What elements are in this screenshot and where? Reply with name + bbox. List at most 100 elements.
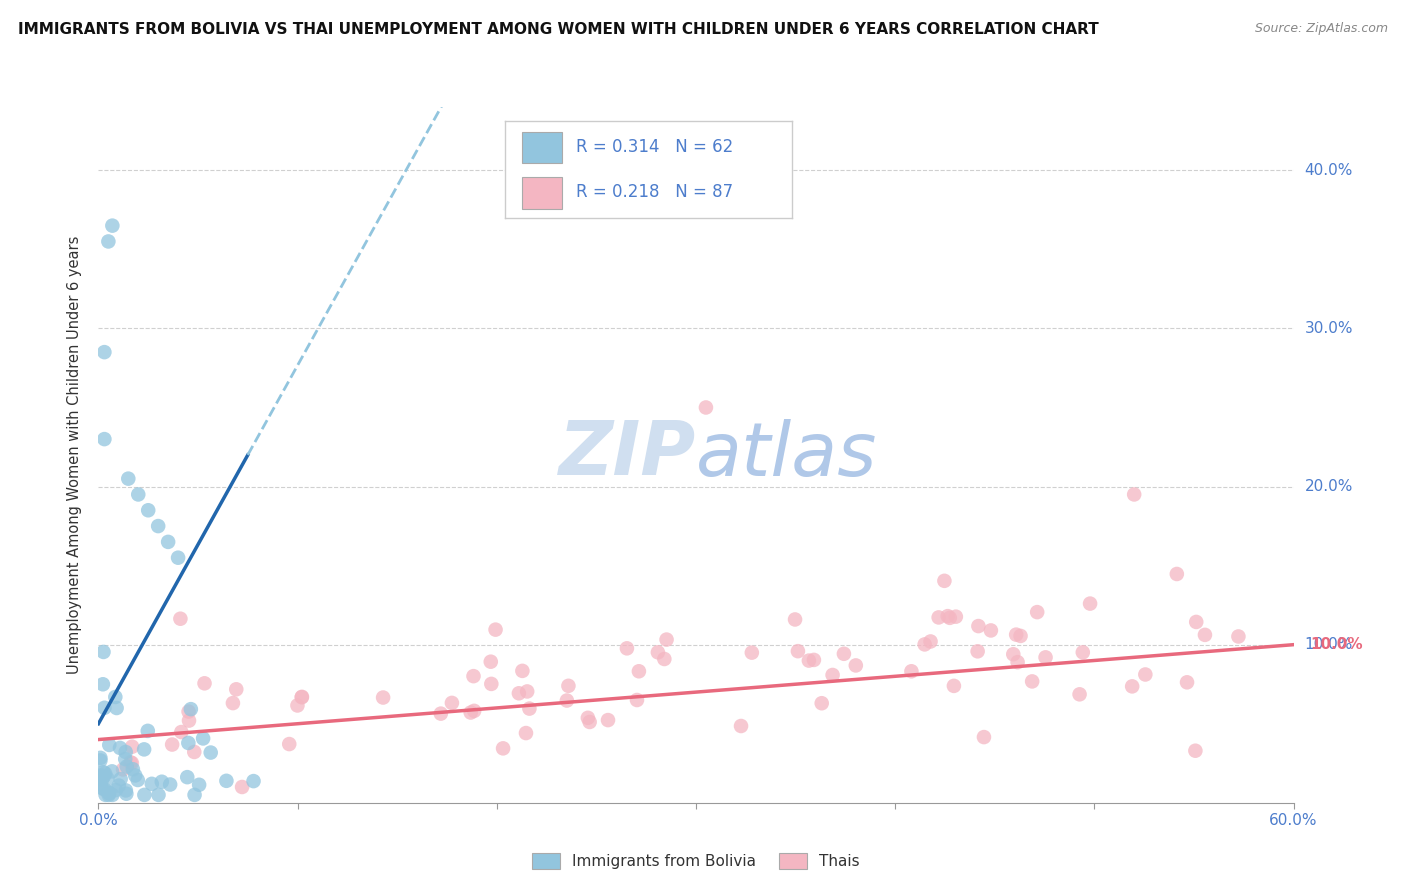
Point (1194, 628, 1216, 642)
Point (576, 711, 599, 725)
Point (222, 696, 245, 710)
Point (1010, 629, 1032, 643)
Point (94, 766, 117, 780)
Point (101, 788, 124, 802)
Point (134, 788, 156, 802)
Point (460, 706, 482, 720)
Point (93, 645, 115, 659)
Point (287, 698, 309, 713)
Point (101, 764, 124, 779)
Point (845, 658, 868, 673)
Point (115, 783, 138, 797)
Point (787, 644, 810, 658)
Point (89, 777, 111, 791)
Point (810, 696, 832, 710)
Point (225, 682, 247, 697)
Point (655, 632, 678, 647)
Point (169, 612, 191, 626)
Point (578, 714, 600, 729)
Point (191, 731, 214, 746)
Point (1184, 744, 1206, 758)
Point (148, 519, 170, 533)
Point (97, 235, 120, 249)
Point (730, 719, 752, 733)
Point (121, 739, 143, 754)
Point (136, 723, 159, 738)
Point (1035, 650, 1057, 665)
Point (93, 700, 115, 714)
Point (89, 754, 111, 768)
Point (89, 751, 111, 765)
Point (114, 745, 136, 759)
Text: Source: ZipAtlas.com: Source: ZipAtlas.com (1254, 22, 1388, 36)
Point (695, 401, 717, 415)
Point (132, 742, 155, 756)
Point (654, 652, 676, 666)
Point (98, 738, 121, 752)
Point (176, 770, 198, 784)
Point (200, 746, 222, 760)
Point (557, 679, 579, 693)
Point (94, 788, 117, 802)
Text: 10.0%: 10.0% (1310, 637, 1362, 652)
Point (973, 730, 995, 744)
Point (942, 679, 965, 693)
Point (89, 771, 111, 785)
Point (167, 550, 190, 565)
Point (1175, 675, 1198, 690)
Point (821, 668, 844, 682)
Text: 30.0%: 30.0% (1305, 321, 1353, 336)
Point (291, 690, 314, 705)
Point (160, 738, 183, 752)
Point (934, 574, 956, 588)
Point (936, 609, 959, 624)
Point (1071, 645, 1094, 659)
Point (1069, 687, 1091, 701)
Point (1021, 674, 1043, 689)
Point (108, 779, 131, 793)
Text: 40.0%: 40.0% (1305, 163, 1353, 178)
Point (89, 768, 111, 782)
Point (141, 777, 163, 791)
Point (188, 778, 211, 792)
Y-axis label: Unemployment Among Women with Children Under 6 years: Unemployment Among Women with Children U… (67, 235, 83, 674)
Point (945, 609, 967, 624)
Point (803, 653, 825, 667)
Point (596, 713, 619, 727)
Point (900, 665, 922, 679)
Point (479, 655, 502, 669)
Point (1135, 667, 1157, 681)
Point (463, 669, 485, 683)
Point (939, 611, 962, 625)
Point (440, 696, 463, 710)
Point (1166, 566, 1188, 581)
Point (832, 647, 855, 661)
Point (215, 773, 238, 788)
Point (90, 780, 112, 795)
Point (1026, 605, 1049, 619)
Point (920, 634, 942, 648)
Point (1002, 647, 1025, 661)
Text: ZIP: ZIP (558, 418, 696, 491)
Point (242, 774, 264, 789)
Point (120, 756, 142, 770)
Point (463, 704, 485, 718)
Point (797, 654, 820, 668)
Point (626, 693, 648, 707)
Point (97, 788, 120, 802)
Point (105, 701, 128, 715)
Point (967, 619, 990, 633)
Point (430, 706, 453, 721)
Point (121, 756, 143, 770)
Point (177, 714, 200, 728)
Point (170, 725, 193, 739)
Point (121, 762, 143, 776)
Point (114, 752, 136, 766)
Point (515, 726, 537, 740)
Point (1005, 627, 1028, 641)
Point (783, 612, 806, 626)
Text: 20.0%: 20.0% (1305, 479, 1353, 494)
Point (93, 432, 115, 446)
Text: IMMIGRANTS FROM BOLIVIA VS THAI UNEMPLOYMENT AMONG WOMEN WITH CHILDREN UNDER 6 Y: IMMIGRANTS FROM BOLIVIA VS THAI UNEMPLOY… (18, 22, 1099, 37)
Point (914, 637, 936, 651)
